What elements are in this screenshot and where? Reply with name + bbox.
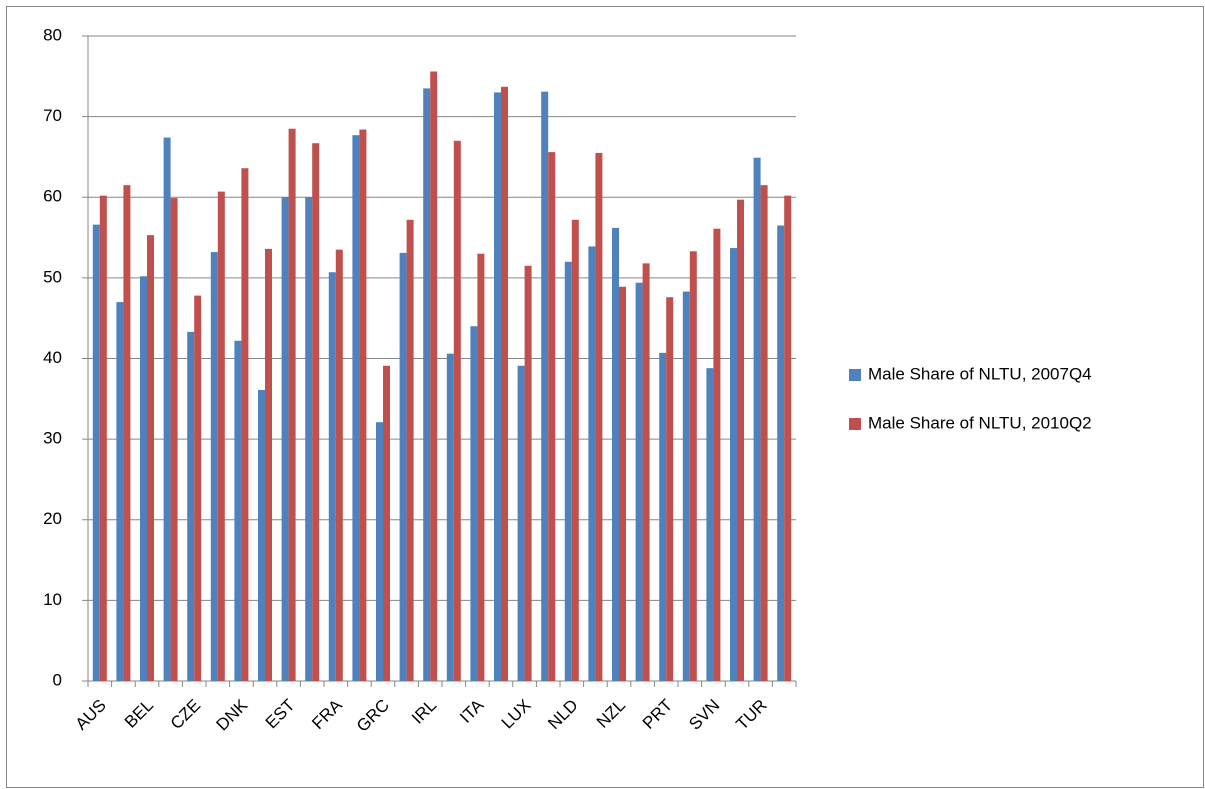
bar — [777, 225, 785, 681]
bar — [706, 368, 714, 681]
y-tick-label: 40 — [43, 348, 62, 367]
bar — [258, 389, 265, 681]
y-tick-label: 80 — [43, 25, 62, 44]
bar — [430, 71, 438, 682]
bar — [612, 227, 619, 681]
bar — [595, 152, 603, 681]
bar — [376, 422, 383, 681]
y-tick-label: 50 — [43, 267, 62, 286]
bar — [517, 365, 525, 681]
bar — [682, 291, 690, 681]
bar — [147, 235, 154, 682]
bar — [170, 198, 178, 681]
bar — [234, 340, 242, 681]
bar — [588, 246, 596, 681]
bar — [312, 143, 320, 681]
bar — [501, 86, 508, 681]
bar — [760, 185, 768, 681]
bar — [92, 224, 100, 681]
bar — [659, 352, 667, 681]
y-tick-label: 20 — [43, 509, 62, 528]
bar — [564, 261, 572, 681]
bar — [737, 199, 744, 681]
bar — [406, 219, 414, 681]
bar — [288, 128, 296, 681]
bar — [217, 191, 225, 681]
bar — [423, 88, 431, 681]
bar — [352, 135, 360, 681]
bar — [210, 252, 218, 681]
bar — [494, 92, 501, 681]
bar — [194, 295, 202, 681]
bar — [784, 195, 792, 681]
bar — [187, 331, 195, 681]
legend-swatch — [849, 418, 861, 430]
bar — [642, 263, 650, 681]
bar — [123, 185, 131, 681]
bar — [446, 353, 454, 681]
y-tick-label: 30 — [43, 429, 62, 448]
bar — [265, 248, 272, 681]
bar — [241, 168, 249, 682]
y-tick-label: 0 — [53, 670, 62, 689]
bar — [730, 248, 737, 681]
chart-frame — [6, 6, 1204, 788]
bar — [305, 197, 313, 681]
legend-label: Male Share of NLTU, 2007Q4 — [868, 364, 1092, 383]
bar — [399, 252, 407, 681]
bar — [328, 272, 336, 681]
bar — [713, 228, 721, 681]
bar — [689, 251, 697, 682]
bar — [116, 302, 124, 681]
y-tick-label: 70 — [43, 106, 62, 125]
bar — [163, 137, 171, 681]
bar — [753, 157, 761, 681]
bar — [548, 152, 556, 682]
bar — [359, 129, 367, 681]
bar — [524, 265, 532, 681]
bar — [470, 326, 478, 681]
bar — [281, 197, 289, 681]
legend-label: Male Share of NLTU, 2010Q2 — [868, 413, 1092, 432]
y-tick-label: 60 — [43, 187, 62, 206]
bar — [477, 253, 485, 681]
bar — [666, 297, 674, 681]
bar — [571, 219, 579, 681]
y-tick-label: 10 — [43, 590, 62, 609]
bar — [619, 286, 626, 681]
bar — [541, 91, 549, 682]
bar — [635, 282, 643, 681]
bar — [453, 140, 461, 681]
bar — [335, 249, 343, 681]
legend-swatch — [849, 369, 861, 381]
bar — [99, 195, 107, 681]
bar — [383, 365, 390, 681]
bar — [140, 276, 147, 681]
